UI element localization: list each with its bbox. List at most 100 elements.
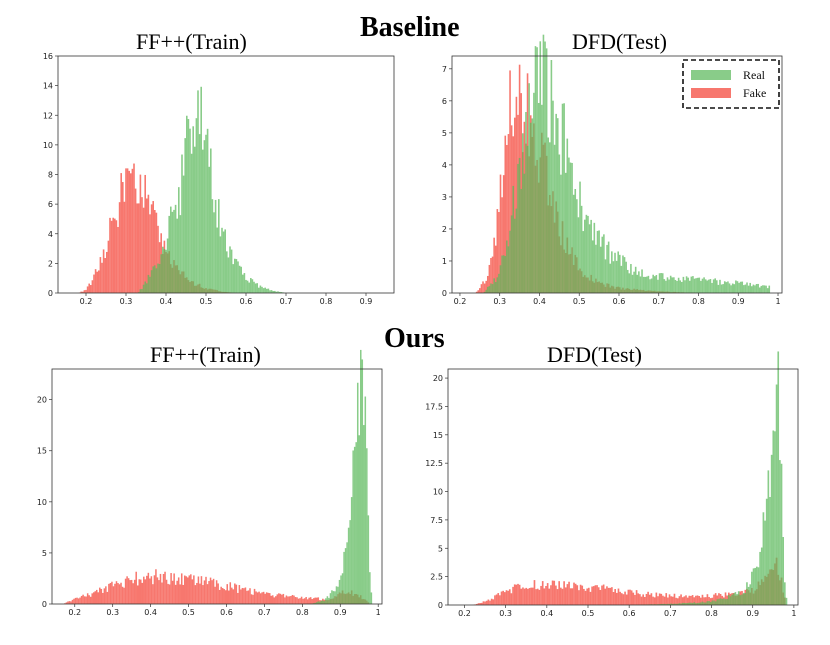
hist-bar-fake [146, 198, 148, 293]
hist-bar-fake [152, 201, 154, 293]
hist-bar-fake [665, 593, 668, 605]
hist-bar-fake [164, 571, 166, 604]
hist-bar-fake [592, 586, 595, 605]
hist-bar-real [642, 276, 645, 293]
hist-bar-real [639, 276, 642, 293]
hist-bar-real [210, 148, 212, 293]
hist-bar-real [767, 470, 770, 605]
hist-bar-real [544, 41, 546, 293]
hist-bar-real [202, 149, 204, 293]
hist-bar-real [556, 118, 559, 293]
hist-bar-real [596, 230, 599, 293]
hist-bar-real [344, 548, 347, 604]
hist-bar-fake [126, 576, 128, 604]
hist-bar-fake [312, 598, 315, 604]
x-tick-label: 0.7 [652, 297, 665, 306]
y-tick-label: 7.5 [430, 516, 443, 525]
hist-bar-real [272, 291, 274, 293]
hist-bar-real [681, 281, 683, 293]
hist-bar-real [525, 112, 527, 293]
hist-bar-fake [629, 589, 631, 605]
hist-bar-fake [513, 584, 516, 605]
hist-bar-real [555, 113, 557, 293]
y-tick-label: 2 [48, 259, 53, 268]
hist-bar-real [599, 246, 602, 293]
hist-bar-real [661, 273, 664, 293]
hist-bar-fake [108, 583, 110, 604]
hist-bar-real [218, 199, 220, 293]
hist-bar-real [760, 285, 763, 293]
axes-frame [447, 368, 799, 606]
hist-bar-real [494, 282, 497, 293]
hist-bar-real [558, 154, 561, 293]
hist-bar-fake [594, 585, 597, 605]
hist-bar-real [569, 162, 572, 293]
hist-bar-real [636, 274, 639, 293]
hist-bar-fake [255, 591, 257, 604]
x-tick-label: 0.8 [296, 608, 309, 617]
hist-bar-real [615, 260, 618, 293]
hist-bar-fake [515, 96, 518, 293]
hist-bar-real [747, 285, 750, 293]
hist-bar-fake [611, 587, 613, 605]
hist-bar-real [270, 290, 273, 293]
hist-bar-fake [498, 212, 500, 293]
hist-bar-real [617, 251, 619, 293]
hist-bar-fake [86, 286, 89, 293]
axes-frame [51, 368, 383, 605]
hist-bar-fake [494, 595, 496, 605]
hist-bar-fake [259, 593, 262, 604]
hist-bar-real [141, 288, 143, 293]
hist-bar-real [676, 281, 678, 293]
hist-bar-real [708, 279, 710, 293]
hist-bar-fake [583, 588, 585, 605]
hist-bar-real [719, 598, 722, 605]
hist-bar-fake [642, 594, 644, 605]
ours-heading: Ours [384, 323, 445, 354]
hist-bar-fake [173, 573, 175, 604]
hist-bar-fake [508, 589, 511, 605]
hist-bar-fake [224, 590, 227, 604]
hist-bar-real [340, 575, 342, 604]
hist-bar-real [498, 273, 500, 293]
hist-bar-real [561, 103, 564, 293]
hist-bar-fake [540, 585, 542, 605]
hist-bar-real [752, 568, 755, 605]
hist-bar-fake [714, 593, 717, 605]
hist-bar-real [725, 282, 728, 293]
hist-bar-real [496, 277, 499, 293]
hist-bar-real [724, 599, 727, 605]
hist-bar-real [741, 281, 744, 293]
hist-bar-real [751, 571, 753, 605]
hist-bar-fake [94, 591, 96, 604]
hist-bar-fake [105, 586, 107, 604]
hist-bar-real [757, 567, 760, 605]
x-tick-label: 0.2 [458, 609, 471, 618]
hist-bar-real [346, 542, 348, 604]
hist-bar-fake [180, 573, 183, 604]
hist-bar-real [668, 279, 670, 293]
hist-bar-real [607, 241, 610, 293]
hist-bar-real [755, 284, 758, 293]
hist-bar-real [700, 602, 702, 605]
hist-bar-real [739, 595, 742, 605]
plot-area [448, 369, 798, 605]
hist-bar-fake [215, 580, 218, 604]
hist-bar-fake [89, 596, 92, 604]
hist-bar-fake [700, 597, 702, 605]
hist-bar-real [370, 592, 373, 604]
hist-bar-real [669, 275, 672, 293]
hist-bar-fake [505, 590, 508, 605]
hist-bar-real [347, 527, 350, 604]
hist-bar-real [267, 288, 270, 293]
hist-bar-fake [620, 593, 623, 605]
x-tick-label: 0.6 [220, 608, 233, 617]
hist-bar-fake [106, 251, 108, 293]
hist-bar-fake [527, 588, 529, 605]
hist-bar-real [626, 269, 629, 293]
x-tick-label: 0.2 [80, 297, 93, 306]
hist-bar-fake [124, 578, 127, 604]
hist-bar-real [501, 255, 503, 293]
hist-bar-fake [65, 602, 68, 604]
hist-bar-fake [316, 597, 318, 604]
